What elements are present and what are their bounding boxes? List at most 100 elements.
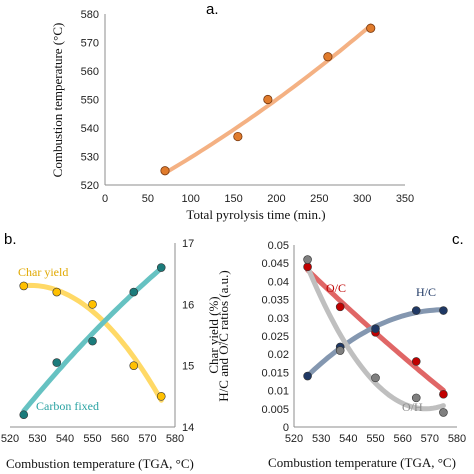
- panel-a-trendline: [163, 23, 373, 175]
- panel-c-letter: c.: [452, 231, 464, 248]
- panel-c-x-ticks: 520 530 540 550 560 570 580: [285, 433, 466, 445]
- panel-c-y-tick-label-8: 0.04: [268, 276, 289, 288]
- panel-a-x-tick-label-0: 0: [102, 193, 108, 205]
- panel-c-series-2-point-4: [439, 408, 448, 417]
- panel-a-x-tick-label-6: 300: [353, 193, 371, 205]
- panel-c-hc-trend: [305, 307, 446, 379]
- panel-c-y-tick-label-2: 0.01: [268, 386, 289, 398]
- panel-c-series-1-point-0: [303, 371, 312, 381]
- panel-b-x-tick-label-4: 560: [111, 433, 129, 445]
- panel-c-xlabel: Combustion temperature (TGA, °C): [268, 455, 456, 470]
- panel-b-carbon-fixed-trend: [21, 265, 164, 414]
- panel-b-series-1-point-3: [129, 287, 139, 297]
- panel-a-y-tick-label-1: 530: [81, 152, 99, 164]
- panel-c-annotation-hc: H/C: [416, 285, 436, 299]
- panel-c: c. 0 0.005 0.01 0.015 0.02 0.025 0.03 0.035 0.04…: [216, 231, 466, 470]
- panel-a-y-tick-label-6: 580: [81, 9, 99, 21]
- panel-c-oh-trend: [305, 264, 446, 412]
- panel-b-x-tick-label-2: 540: [56, 433, 74, 445]
- panel-c-y-tick-label-10: 0.05: [268, 240, 289, 252]
- panel-b-series-1-point-2: [88, 336, 97, 346]
- panel-a-xlabel: Total pyrolysis time (min.): [186, 207, 325, 222]
- panel-a-x-tick-label-5: 250: [310, 193, 328, 205]
- panel-a-letter: a.: [206, 1, 219, 18]
- panel-b-series-1-point-1: [52, 358, 62, 367]
- panel-c-y-tick-label-6: 0.03: [268, 313, 289, 325]
- panel-c-series-0-point-4: [439, 389, 448, 399]
- panel-b-series-0-point-4: [156, 392, 166, 401]
- panel-b-right-ticks: 14 15 16 17: [182, 238, 194, 434]
- panel-b-series-0-point-0: [19, 281, 29, 291]
- panel-b-series-1-point-4: [156, 263, 166, 272]
- panel-c-series-1-point-4: [439, 306, 448, 315]
- panel-c-y-tick-label-4: 0.02: [268, 349, 289, 361]
- panel-a-x-tick-label-1: 50: [142, 193, 154, 205]
- panel-a-data-point-0: [160, 166, 170, 176]
- panel-c-series-0-point-0: [303, 262, 312, 272]
- panel-a-y-tick-label-4: 560: [81, 66, 99, 78]
- panel-b-letter: b.: [4, 231, 17, 248]
- panel-c-series-2-point-3: [411, 393, 421, 403]
- panel-b-points: [19, 263, 166, 420]
- panel-c-x-tick-label-4: 560: [393, 433, 411, 445]
- panel-a-x-tick-label-4: 200: [267, 193, 285, 205]
- panel-b: b. 14 15 16 17 520 530 540 550 560 570 580 Char y…: [1, 231, 221, 471]
- panel-b-x-tick-label-0: 520: [1, 433, 19, 445]
- panel-a-data-point-1: [233, 131, 243, 142]
- panel-b-char-yield-trend: [21, 282, 164, 403]
- panel-a-ylabel: Combustion temperature (°C): [50, 23, 65, 178]
- panel-a: a. 520 530 540 550 560 570 580 0 50 100 150 200 250…: [50, 1, 414, 222]
- panel-c-y-tick-label-5: 0.025: [261, 331, 289, 343]
- panel-b-x-tick-label-3: 550: [83, 433, 101, 445]
- panel-a-data-point-3: [323, 52, 333, 62]
- panel-c-y-tick-label-3: 0.015: [261, 367, 289, 379]
- panel-c-x-tick-label-0: 520: [285, 433, 303, 445]
- panel-c-series-1-point-3: [411, 306, 421, 315]
- panel-b-annotation-carbon-fixed: Carbon fixed: [36, 399, 99, 413]
- panel-a-x-tick-label-3: 150: [224, 193, 242, 205]
- panel-b-x-tick-label-5: 570: [138, 433, 156, 445]
- panel-a-y-ticks: 520 530 540 550 560 570 580: [81, 9, 99, 192]
- panel-a-x-tick-label-2: 100: [182, 193, 200, 205]
- panel-c-annotation-oc: O/C: [326, 281, 346, 295]
- panel-b-y-tick-label-1: 15: [182, 361, 194, 373]
- panel-a-x-tick-label-7: 350: [396, 193, 414, 205]
- panel-b-xlabel: Combustion temperature (TGA, °C): [6, 456, 194, 471]
- panel-c-y-ticks: 0 0.005 0.01 0.015 0.02 0.025 0.03 0.035 0.04 0.0…: [261, 240, 289, 434]
- panel-b-y-tick-label-2: 16: [182, 299, 194, 311]
- panel-c-series-0-point-3: [411, 357, 421, 366]
- panel-c-series-2-point-2: [371, 373, 380, 383]
- panel-c-series-1-point-2: [371, 324, 380, 334]
- panel-c-points: [303, 255, 448, 417]
- panel-b-y-tick-label-3: 17: [182, 238, 194, 250]
- panel-b-series-0-point-1: [52, 287, 62, 297]
- panel-c-x-tick-label-6: 580: [448, 433, 466, 445]
- panel-c-x-tick-label-2: 540: [339, 433, 357, 445]
- panel-a-data-point-4: [366, 23, 376, 33]
- panel-a-data-point-2: [263, 94, 273, 105]
- panel-a-x-ticks: 0 50 100 150 200 250 300 350: [102, 193, 414, 205]
- panel-a-y-tick-label-0: 520: [81, 180, 99, 192]
- panel-b-ylabel-right: Char yield (%): [206, 296, 221, 373]
- panel-a-y-tick-label-3: 550: [81, 95, 99, 107]
- panel-b-x-tick-label-1: 530: [28, 433, 46, 445]
- panel-c-annotation-oh: O/H: [402, 400, 423, 414]
- panel-a-y-tick-label-2: 540: [81, 123, 99, 135]
- panel-c-x-tick-label-1: 530: [312, 433, 330, 445]
- panel-c-series-0-point-1: [335, 302, 345, 312]
- panel-b-series-0-point-3: [129, 361, 139, 370]
- panel-b-x-ticks: 520 530 540 550 560 570 580: [1, 433, 184, 445]
- panel-c-x-tick-label-5: 570: [421, 433, 439, 445]
- panel-c-series-2-point-1: [335, 346, 345, 355]
- panel-b-series-0-point-2: [88, 300, 97, 309]
- panel-c-ylabel: H/C and O/C ratios (a.u.): [216, 270, 231, 401]
- panel-a-y-tick-label-5: 570: [81, 38, 99, 50]
- panel-c-x-tick-label-3: 550: [366, 433, 384, 445]
- panel-a-points: [160, 23, 376, 176]
- panel-b-x-tick-label-6: 580: [166, 433, 184, 445]
- panel-c-y-tick-label-9: 0.045: [261, 258, 289, 270]
- panel-c-y-tick-label-7: 0.035: [261, 295, 289, 307]
- panel-b-series-1-point-0: [19, 410, 29, 420]
- panel-c-y-tick-label-0: 0: [283, 422, 289, 434]
